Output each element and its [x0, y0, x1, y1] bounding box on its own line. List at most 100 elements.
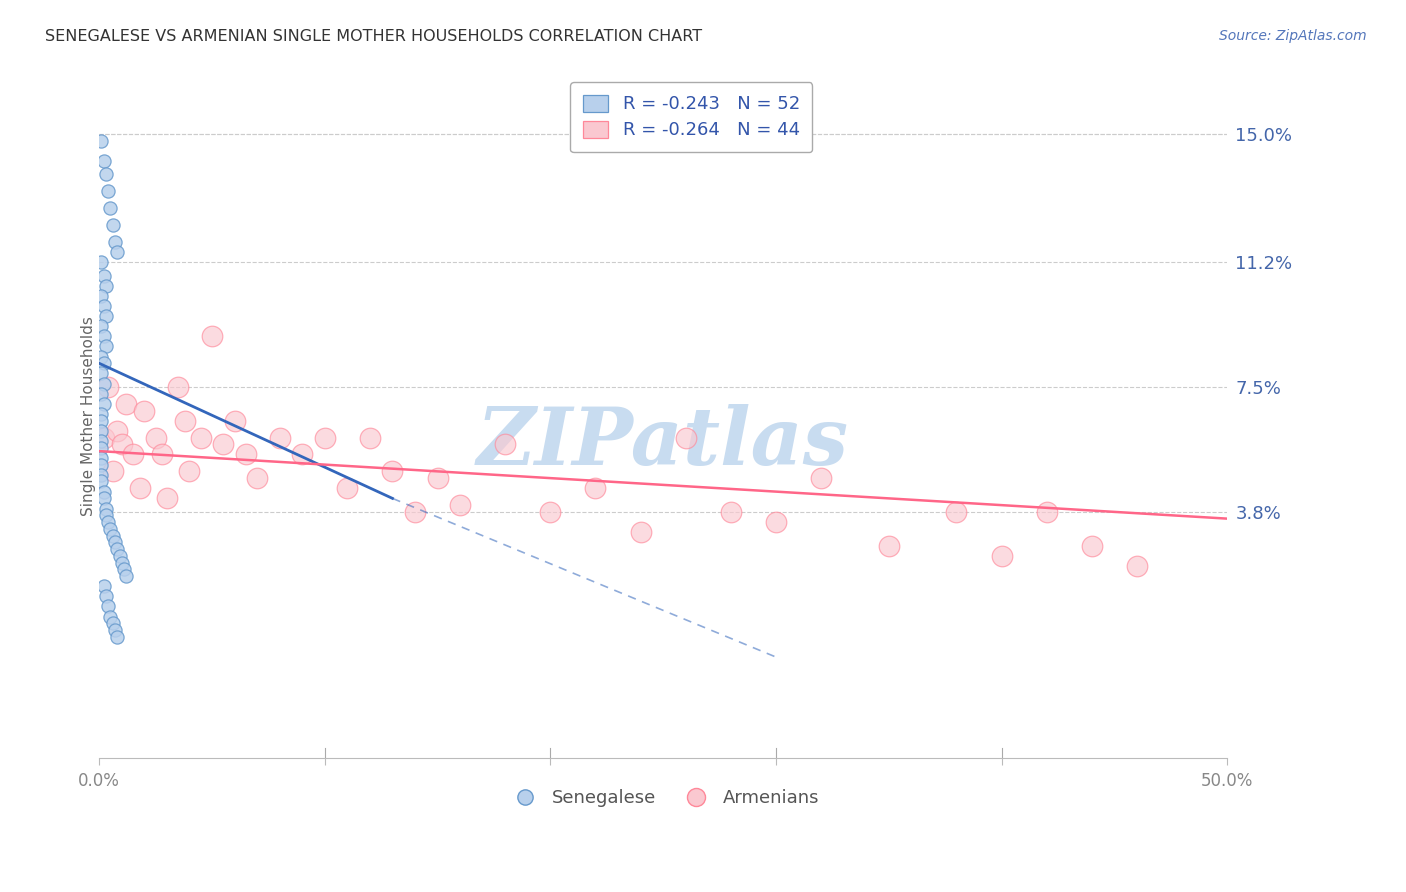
- Point: [101, 616, 124, 631]
- Point: [494, 437, 516, 451]
- Point: [100, 201, 122, 215]
- Point: [93, 484, 115, 499]
- Point: [720, 505, 742, 519]
- Text: Source: ZipAtlas.com: Source: ZipAtlas.com: [1219, 29, 1367, 43]
- Point: [90, 367, 112, 381]
- Point: [94, 339, 117, 353]
- Point: [359, 431, 381, 445]
- Legend: Senegalese, Armenians: Senegalese, Armenians: [499, 782, 827, 814]
- Point: [90, 434, 112, 448]
- Point: [190, 431, 212, 445]
- Point: [97, 380, 120, 394]
- Y-axis label: Single Mother Households: Single Mother Households: [80, 316, 96, 516]
- Point: [90, 450, 112, 465]
- Point: [101, 528, 124, 542]
- Point: [93, 431, 115, 445]
- Point: [97, 184, 120, 198]
- Point: [90, 407, 112, 421]
- Point: [404, 505, 426, 519]
- Point: [945, 505, 967, 519]
- Point: [108, 549, 131, 563]
- Point: [585, 481, 607, 495]
- Point: [538, 505, 561, 519]
- Point: [93, 299, 115, 313]
- Point: [90, 424, 112, 438]
- Point: [90, 441, 112, 455]
- Point: [212, 437, 235, 451]
- Point: [765, 515, 787, 529]
- Point: [93, 153, 115, 168]
- Point: [112, 562, 135, 576]
- Point: [94, 589, 117, 603]
- Point: [128, 481, 150, 495]
- Point: [145, 431, 167, 445]
- Point: [150, 448, 173, 462]
- Point: [336, 481, 359, 495]
- Point: [90, 289, 112, 303]
- Point: [90, 458, 112, 472]
- Point: [97, 515, 120, 529]
- Point: [94, 278, 117, 293]
- Point: [104, 535, 127, 549]
- Point: [93, 376, 115, 391]
- Point: [675, 431, 697, 445]
- Point: [291, 448, 314, 462]
- Point: [381, 464, 404, 478]
- Point: [1035, 505, 1057, 519]
- Point: [224, 414, 246, 428]
- Point: [105, 244, 128, 259]
- Point: [90, 319, 112, 334]
- Point: [94, 309, 117, 323]
- Point: [1126, 558, 1149, 573]
- Point: [101, 218, 124, 232]
- Point: [174, 414, 197, 428]
- Point: [105, 424, 128, 438]
- Point: [167, 380, 190, 394]
- Point: [269, 431, 291, 445]
- Point: [93, 329, 115, 343]
- Point: [90, 255, 112, 269]
- Point: [105, 541, 128, 556]
- Point: [115, 569, 138, 583]
- Point: [156, 491, 179, 506]
- Point: [90, 475, 112, 489]
- Point: [93, 356, 115, 370]
- Point: [100, 609, 122, 624]
- Point: [94, 508, 117, 523]
- Point: [877, 539, 900, 553]
- Point: [314, 431, 336, 445]
- Point: [94, 501, 117, 516]
- Point: [990, 549, 1012, 563]
- Point: [111, 556, 134, 570]
- Point: [122, 448, 145, 462]
- Point: [93, 579, 115, 593]
- Point: [94, 167, 117, 181]
- Point: [235, 448, 257, 462]
- Point: [630, 525, 652, 540]
- Point: [97, 599, 120, 614]
- Point: [449, 498, 471, 512]
- Point: [134, 403, 156, 417]
- Point: [101, 464, 124, 478]
- Point: [90, 134, 112, 148]
- Point: [201, 329, 224, 343]
- Point: [1081, 539, 1104, 553]
- Point: [104, 235, 127, 249]
- Point: [90, 386, 112, 401]
- Point: [93, 268, 115, 283]
- Point: [111, 437, 134, 451]
- Point: [246, 471, 269, 485]
- Text: ZIPatlas: ZIPatlas: [477, 404, 849, 482]
- Point: [179, 464, 201, 478]
- Point: [90, 350, 112, 364]
- Point: [115, 397, 138, 411]
- Point: [93, 397, 115, 411]
- Point: [93, 491, 115, 506]
- Point: [105, 630, 128, 644]
- Point: [90, 414, 112, 428]
- Point: [426, 471, 449, 485]
- Point: [100, 522, 122, 536]
- Text: SENEGALESE VS ARMENIAN SINGLE MOTHER HOUSEHOLDS CORRELATION CHART: SENEGALESE VS ARMENIAN SINGLE MOTHER HOU…: [45, 29, 702, 44]
- Point: [810, 471, 832, 485]
- Point: [104, 623, 127, 637]
